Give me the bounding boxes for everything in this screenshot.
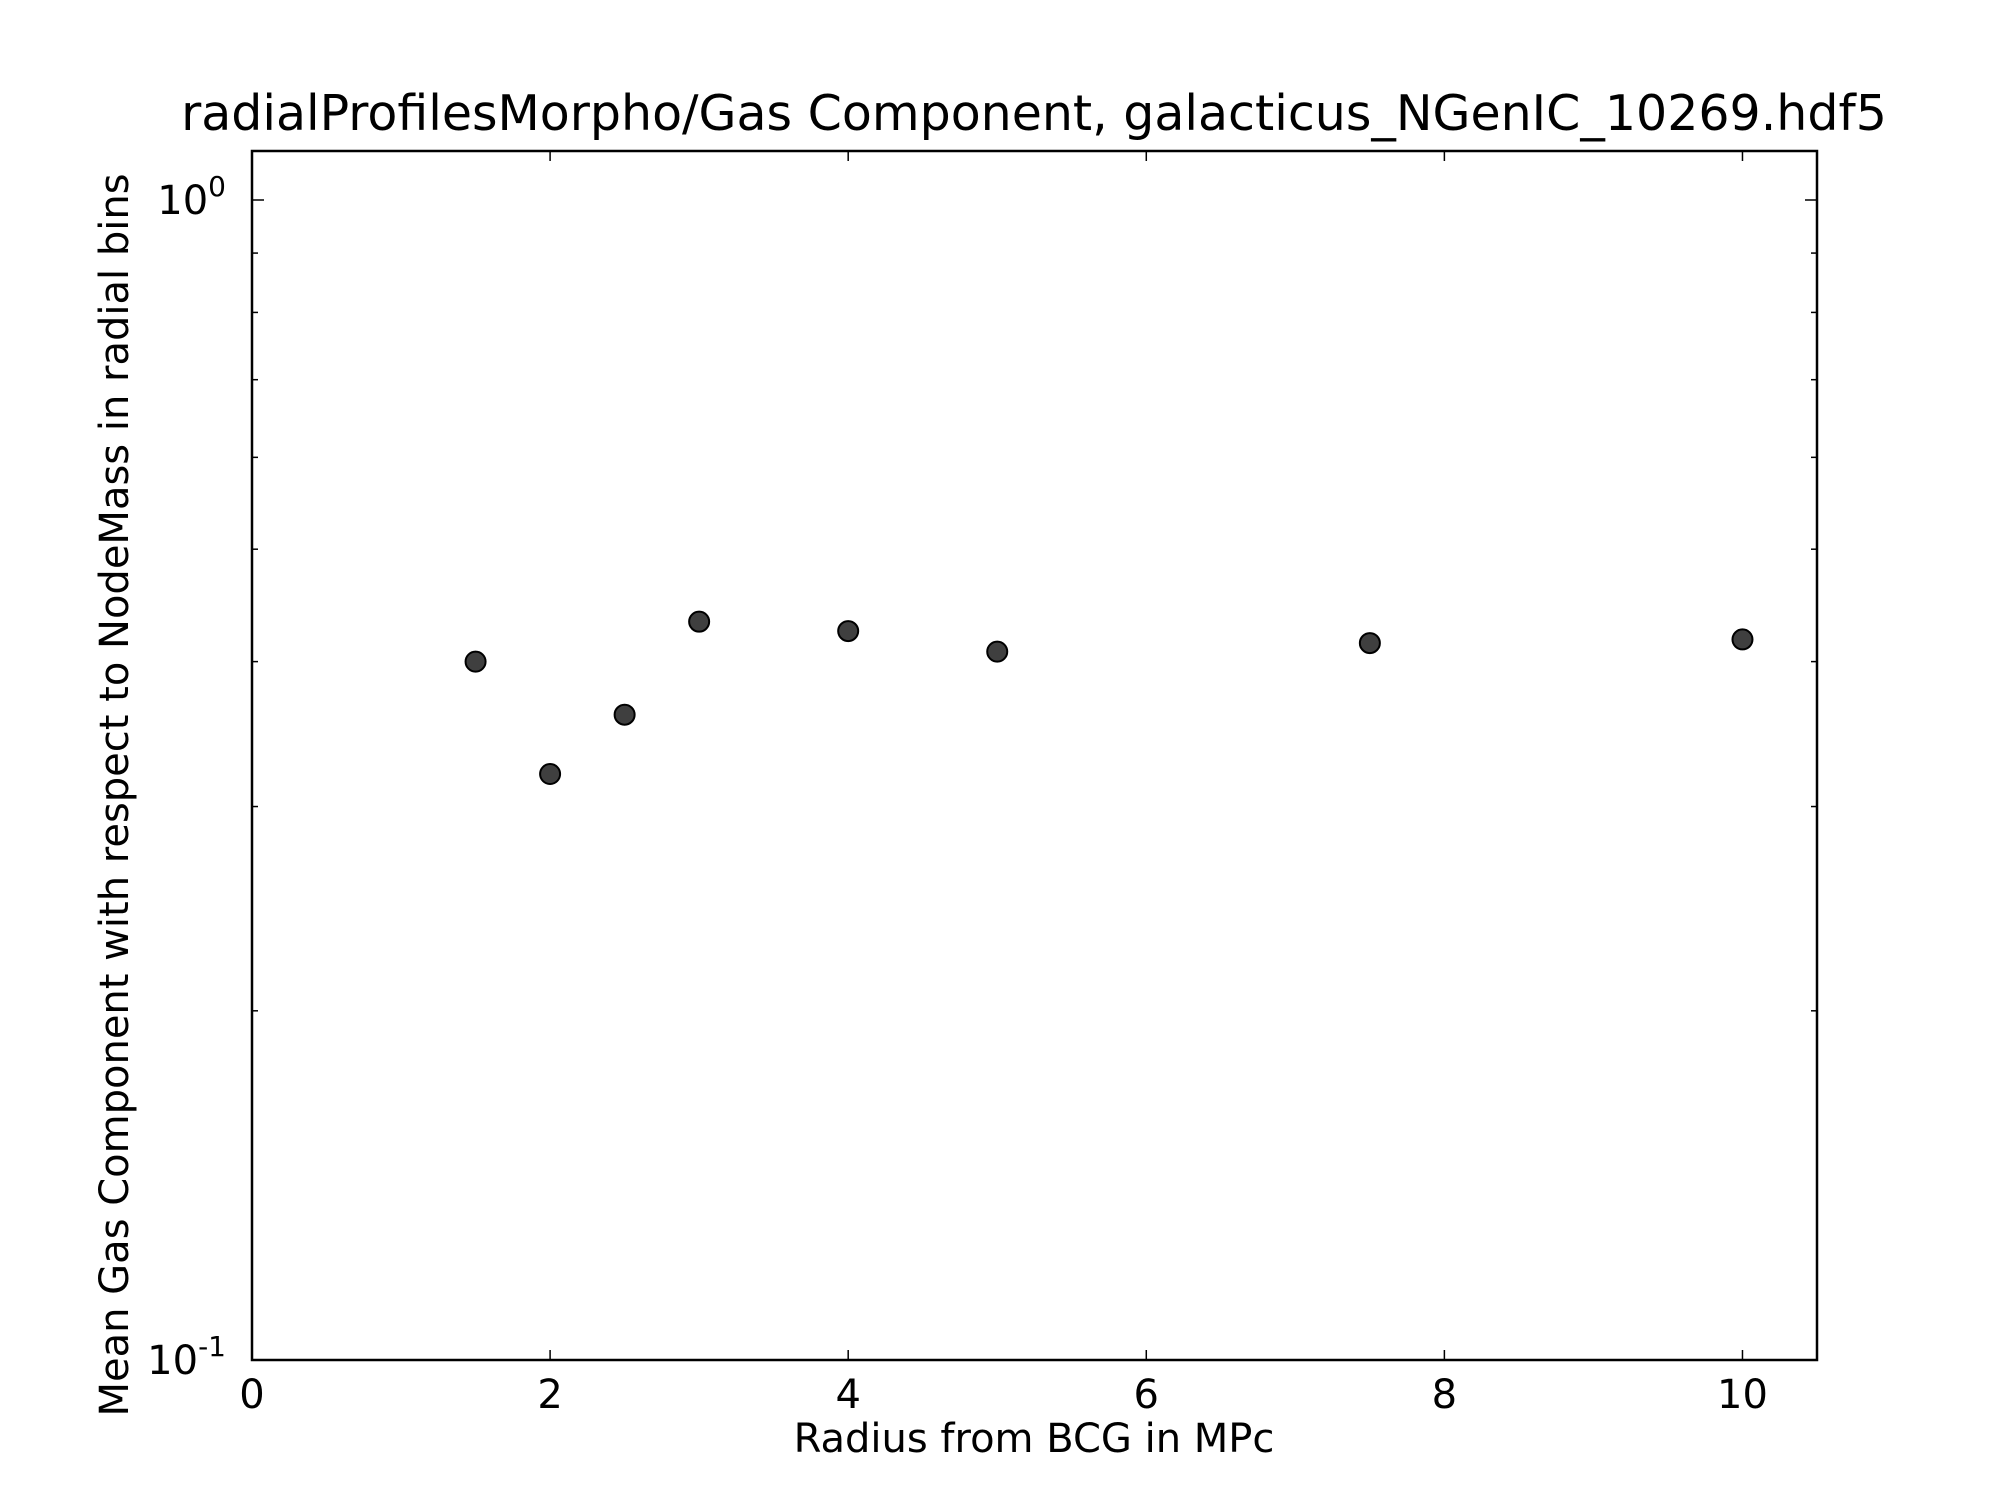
x-axis-label: Radius from BCG in MPc xyxy=(794,1416,1275,1462)
x-tick-label: 4 xyxy=(835,1372,860,1418)
x-tick-label: 10 xyxy=(1717,1372,1768,1418)
tick-labels-layer: 0 2 4 6 8 10 100 10-1 xyxy=(147,170,1768,1418)
y-tick-label: 100 xyxy=(157,170,226,224)
chart-title: radialProfilesMorpho/Gas Component, gala… xyxy=(181,85,1887,142)
x-tick-label: 0 xyxy=(239,1372,264,1418)
x-tick-label: 8 xyxy=(1432,1372,1457,1418)
data-point xyxy=(1358,632,1381,655)
data-point xyxy=(613,703,636,726)
x-tick-label: 6 xyxy=(1134,1372,1159,1418)
data-points xyxy=(464,610,1754,786)
x-tick-label: 2 xyxy=(537,1372,562,1418)
data-point xyxy=(986,640,1009,663)
data-point xyxy=(464,650,487,673)
y-axis-label: Mean Gas Component with respect to NodeM… xyxy=(92,173,138,1416)
ticks-layer xyxy=(251,151,1817,1361)
plot-area-frame xyxy=(250,149,1819,1362)
data-point xyxy=(837,620,860,643)
data-point xyxy=(1731,628,1754,651)
data-point xyxy=(688,610,711,633)
data-point xyxy=(539,763,562,786)
y-tick-label: 10-1 xyxy=(147,1330,226,1384)
